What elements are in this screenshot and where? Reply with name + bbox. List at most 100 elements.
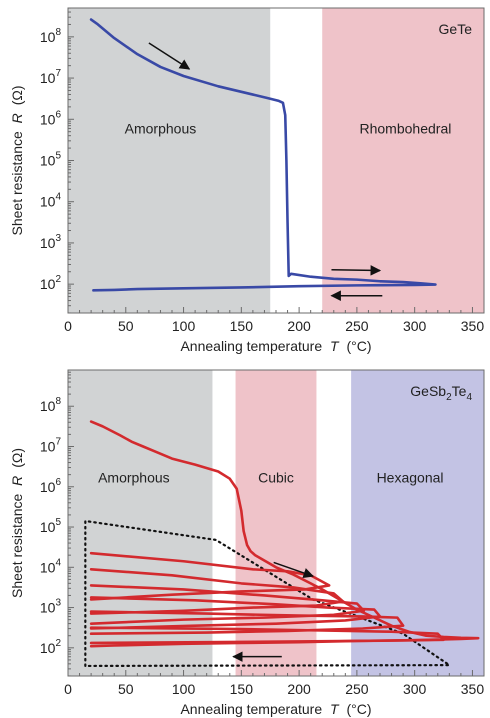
y-tick-exponent: 7 [55, 437, 61, 448]
y-tick-base: 10 [40, 29, 56, 45]
x-tick-label: 350 [461, 318, 485, 334]
y-axis-label-text: Sheet resistance [9, 131, 25, 235]
y-axis-label-var: R [9, 476, 25, 486]
y-tick-base: 10 [40, 559, 56, 575]
chart-title: GeSb2Te4 [410, 383, 472, 403]
x-tick-label: 100 [172, 681, 196, 697]
y-tick-exponent: 6 [55, 109, 61, 120]
region-label-rhombohedral: Rhombohedral [360, 121, 452, 137]
series-line-3 [89, 584, 366, 625]
region-amorphous [68, 370, 213, 676]
y-tick-label: 102 [40, 638, 62, 656]
region-label-cubic: Cubic [258, 470, 294, 486]
y-tick-label: 103 [40, 233, 62, 251]
region-hexagonal [351, 370, 484, 676]
region-rhombohedral [322, 8, 484, 313]
series-line-1 [89, 551, 331, 601]
y-tick-exponent: 4 [55, 192, 61, 203]
phase-regions [68, 8, 484, 313]
y-tick-base: 10 [40, 600, 56, 616]
series-group [89, 18, 437, 292]
y-tick-label: 107 [40, 68, 62, 86]
y-tick-exponent: 4 [55, 557, 61, 568]
y-tick-exponent: 2 [55, 638, 61, 649]
y-tick-base: 10 [40, 70, 56, 86]
y-tick-base: 10 [40, 519, 56, 535]
plot-frame [67, 7, 485, 314]
x-tick-label: 150 [230, 318, 254, 334]
x-tick-label: 200 [287, 318, 311, 334]
x-tick-labels: 0 50 100 150 200 250 300 350 [64, 681, 484, 697]
direction-arrows [232, 561, 314, 662]
series-group [89, 420, 480, 648]
x-axis-label-text: Annealing temperature [180, 701, 322, 717]
y-tick-label: 105 [40, 517, 62, 535]
x-tick-label: 350 [461, 681, 485, 697]
y-tick-label: 108 [40, 396, 62, 414]
x-axis-label-unit: (°C) [346, 338, 371, 354]
y-tick-exponent: 8 [55, 27, 61, 38]
title-base: GeSb [410, 383, 446, 399]
x-tick-label: 250 [345, 681, 369, 697]
direction-arrow-1 [331, 265, 382, 276]
y-tick-exponent: 5 [55, 517, 61, 528]
y-tick-label: 104 [40, 557, 62, 575]
y-tick-exponent: 8 [55, 396, 61, 407]
series-line-5 [89, 610, 405, 636]
chart-title: GeTe [439, 21, 473, 37]
y-tick-base: 10 [40, 153, 56, 169]
region-label-amorphous: Amorphous [125, 121, 197, 137]
y-axis-label: Sheet resistance R (Ω) [9, 448, 25, 598]
x-tick-label: 50 [118, 681, 134, 697]
title-sub2: 4 [466, 392, 472, 403]
x-axis-label-text: Annealing temperature [180, 338, 322, 354]
y-axis-label-var: R [9, 113, 25, 123]
y-tick-exponent: 6 [55, 477, 61, 488]
y-tick-base: 10 [40, 111, 56, 127]
title-sub1: 2 [446, 392, 452, 403]
y-tick-label: 105 [40, 151, 62, 169]
y-tick-label: 106 [40, 477, 62, 495]
direction-arrow-0 [148, 42, 191, 70]
x-tick-label: 0 [64, 318, 72, 334]
x-tick-label: 300 [403, 318, 427, 334]
chart-gete: Amorphous Rhombohedral GeTe 0 50 100 150 200 2… [9, 7, 485, 354]
y-tick-exponent: 3 [55, 233, 61, 244]
y-tick-label: 108 [40, 27, 62, 45]
series-line-4 [89, 596, 382, 630]
x-tick-label: 100 [172, 318, 196, 334]
y-tick-exponent: 5 [55, 151, 61, 162]
region-label-hexagonal: Hexagonal [377, 470, 444, 486]
direction-arrow-0 [273, 561, 314, 578]
y-axis-label-text: Sheet resistance [9, 494, 25, 598]
y-tick-label: 107 [40, 437, 62, 455]
y-tick-base: 10 [40, 479, 56, 495]
plot-frame [67, 369, 485, 677]
y-tick-base: 10 [40, 194, 56, 210]
x-axis-label: Annealing temperature T (°C) [180, 701, 371, 717]
y-tick-base: 10 [40, 439, 56, 455]
y-axis-label-unit: (Ω) [9, 448, 25, 468]
title-mid: Te [452, 383, 467, 399]
y-tick-exponent: 3 [55, 598, 61, 609]
y-tick-base: 10 [40, 235, 56, 251]
y-axis-label-unit: (Ω) [9, 86, 25, 106]
series-line-0 [89, 18, 437, 292]
x-axis-label: Annealing temperature T (°C) [180, 338, 371, 354]
region-label-amorphous: Amorphous [98, 470, 170, 486]
y-tick-label: 102 [40, 274, 62, 292]
x-tick-label: 250 [345, 318, 369, 334]
x-tick-label: 150 [230, 681, 254, 697]
region-amorphous [68, 8, 271, 313]
region-labels: Amorphous Rhombohedral [125, 121, 452, 137]
x-tick-label: 300 [403, 681, 427, 697]
y-tick-exponent: 7 [55, 68, 61, 79]
x-axis-label-var: T [330, 338, 340, 354]
y-tick-base: 10 [40, 640, 56, 656]
region-labels: Amorphous Cubic Hexagonal [98, 470, 443, 486]
y-tick-label: 106 [40, 109, 62, 127]
x-axis-label-unit: (°C) [346, 701, 371, 717]
y-axis-label: Sheet resistance R (Ω) [9, 86, 25, 236]
